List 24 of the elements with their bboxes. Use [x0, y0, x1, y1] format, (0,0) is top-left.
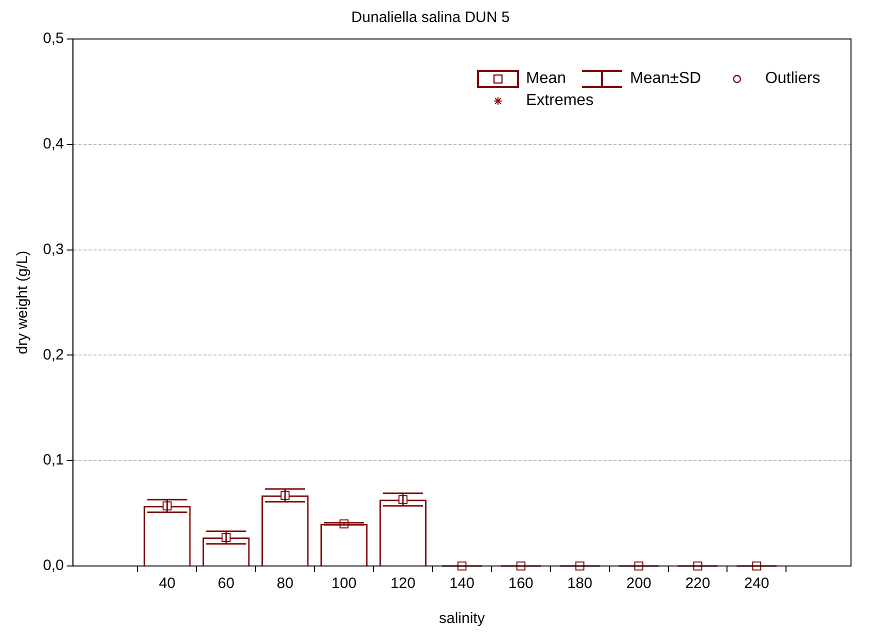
y-tick-label: 0,5 — [42, 30, 64, 48]
x-tick-label: 140 — [449, 575, 474, 592]
y-tick-label: 0,1 — [42, 452, 64, 469]
y-tick-label: 0,3 — [42, 240, 64, 258]
x-tick-label: 120 — [390, 575, 416, 592]
y-tick-label: 0,0 — [42, 557, 64, 574]
x-tick-label: 200 — [626, 575, 652, 592]
legend-label: Outliers — [765, 70, 820, 88]
x-axis-title: salinity — [438, 610, 486, 628]
x-tick-label: 60 — [218, 575, 234, 592]
legend-label: Mean — [526, 70, 566, 88]
x-tick-label: 240 — [744, 575, 770, 592]
y-tick-label: 0,2 — [42, 346, 64, 364]
x-tick-label: 160 — [508, 575, 534, 592]
x-tick-label: 220 — [685, 575, 710, 592]
legend-label: Extremes — [526, 92, 594, 110]
x-tick-label: 100 — [332, 575, 357, 592]
chart-title: Dunaliella salina DUN 5 — [351, 9, 510, 26]
x-tick-label: 80 — [276, 575, 294, 592]
y-tick-label: 0,4 — [42, 136, 64, 153]
legend-label: Mean±SD — [630, 70, 702, 88]
x-tick-label: 180 — [567, 575, 592, 592]
y-axis-title: dry weight (g/L) — [14, 250, 32, 354]
x-tick-label: 40 — [158, 575, 176, 592]
